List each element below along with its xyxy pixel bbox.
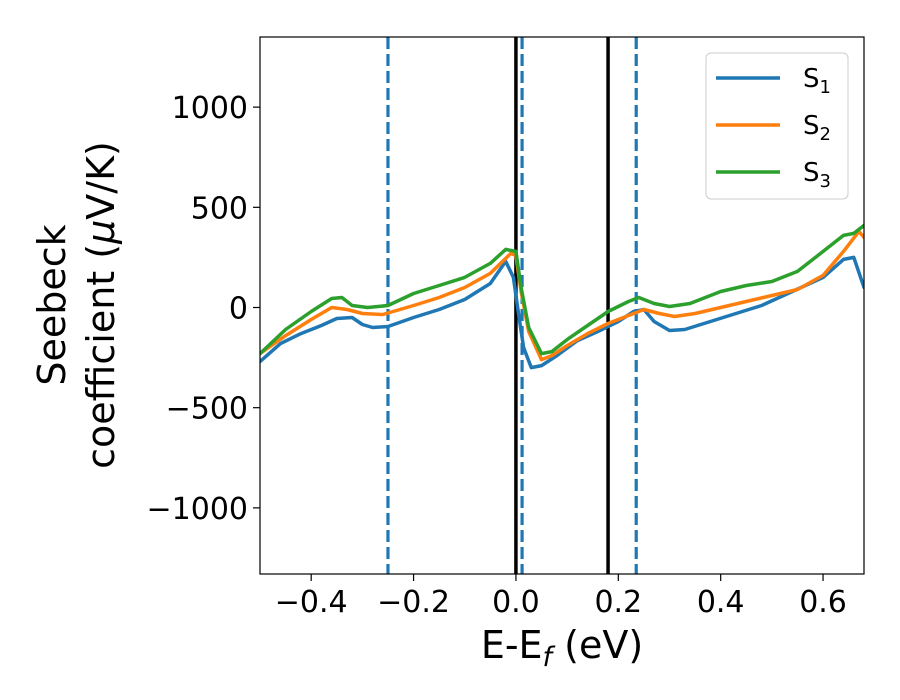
series-line-s2 [260, 229, 864, 362]
y-tick-label: −1000 [147, 492, 248, 527]
series-line-s3 [260, 223, 864, 356]
y-tick-label: 500 [191, 191, 248, 226]
y-axis-label-line2: coefficient (μV/K) [79, 141, 123, 469]
plot-frame [259, 36, 865, 575]
legend-label-s3: S3 [803, 158, 831, 192]
x-tick-label: 0.2 [594, 585, 642, 620]
legend-label-s2: S2 [803, 111, 831, 145]
series-layer [260, 223, 864, 370]
x-tick-label: 0.0 [492, 585, 540, 620]
y-tick-label: −500 [166, 392, 248, 427]
x-tick-label: −0.2 [377, 585, 450, 620]
series-line-s1 [260, 255, 864, 370]
y-tick-label: 1000 [172, 91, 248, 126]
x-tick-label: 0.6 [799, 585, 847, 620]
y-tick-label: 0 [229, 292, 248, 327]
y-axis-label-line1: Seebeck [30, 224, 74, 385]
y-axis-ticks: 1000 500 0 −500 −1000 [147, 91, 260, 527]
vertical-lines-layer [386, 37, 638, 574]
legend-label-s1: S1 [803, 64, 831, 98]
x-axis-label: E-Ef (eV) [481, 623, 643, 673]
legend: S1 S2 S3 [705, 52, 849, 200]
x-tick-label: 0.4 [697, 585, 745, 620]
x-axis-ticks: −0.4 −0.2 0.0 0.2 0.4 0.6 [275, 574, 847, 620]
x-tick-label: −0.4 [275, 585, 348, 620]
